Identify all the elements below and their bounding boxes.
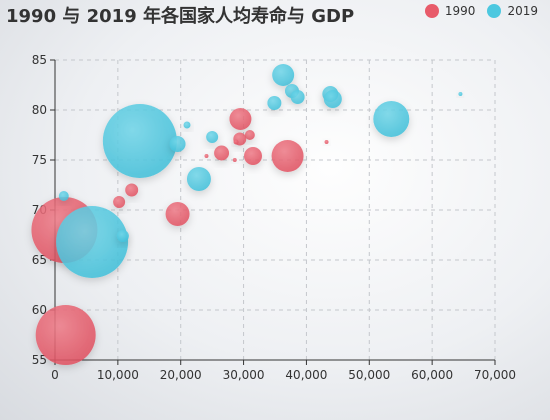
bubble-1990 <box>244 130 255 140</box>
plot-area <box>31 64 463 365</box>
bubble-2019 <box>206 131 219 143</box>
bubble-2019 <box>458 92 463 96</box>
bubble-1990 <box>214 145 230 161</box>
x-tick-label: 60,000 <box>411 368 453 382</box>
bubble-2019 <box>272 64 295 86</box>
bubble-2019 <box>58 191 69 201</box>
bubble-1990 <box>165 202 190 226</box>
bubble-2019 <box>183 121 191 129</box>
bubble-2019 <box>116 230 129 242</box>
y-tick-label: 65 <box>32 253 47 267</box>
chart-title: 1990 与 2019 年各国家人均寿命与 GDP <box>6 6 355 27</box>
legend-item-2019[interactable]: 2019 <box>487 4 538 18</box>
y-tick-label: 80 <box>32 103 47 117</box>
y-tick-label: 75 <box>32 153 47 167</box>
series-2019 <box>56 64 463 278</box>
bubble-1990 <box>232 158 237 162</box>
bubble-2019 <box>56 206 129 278</box>
bubble-2019 <box>290 90 305 104</box>
bubble-1990 <box>271 140 304 172</box>
bubble-1990 <box>229 108 252 130</box>
legend-label-1990: 1990 <box>444 4 476 18</box>
bubble-2019 <box>169 136 186 152</box>
bubble-1990 <box>244 147 262 165</box>
x-tick-label: 70,000 <box>474 368 516 382</box>
bubble-1990 <box>204 154 209 158</box>
bubble-1990 <box>125 183 139 197</box>
legend-swatch-1990 <box>424 4 439 18</box>
y-tick-label: 60 <box>32 303 47 317</box>
bubble-2019 <box>267 96 282 110</box>
legend: 1990 2019 <box>413 4 538 18</box>
x-tick-label: 40,000 <box>285 368 327 382</box>
bubble-1990 <box>35 305 96 365</box>
bubble-2019 <box>373 101 410 137</box>
x-tick-label: 20,000 <box>160 368 202 382</box>
bubble-2019 <box>323 90 342 108</box>
bubble-2019 <box>102 104 177 178</box>
x-tick-label: 0 <box>51 368 59 382</box>
x-tick-label: 10,000 <box>97 368 139 382</box>
bubble-1990 <box>113 196 126 208</box>
bubble-1990 <box>233 139 239 145</box>
x-tick-label: 30,000 <box>223 368 265 382</box>
legend-item-1990[interactable]: 1990 <box>424 4 476 18</box>
y-tick-label: 85 <box>32 53 47 67</box>
y-tick-label: 55 <box>32 353 47 367</box>
bubble-1990 <box>324 140 329 144</box>
legend-swatch-2019 <box>487 4 502 18</box>
bubble-2019 <box>186 167 211 191</box>
x-tick-label: 50,000 <box>348 368 390 382</box>
legend-label-2019: 2019 <box>507 4 538 18</box>
